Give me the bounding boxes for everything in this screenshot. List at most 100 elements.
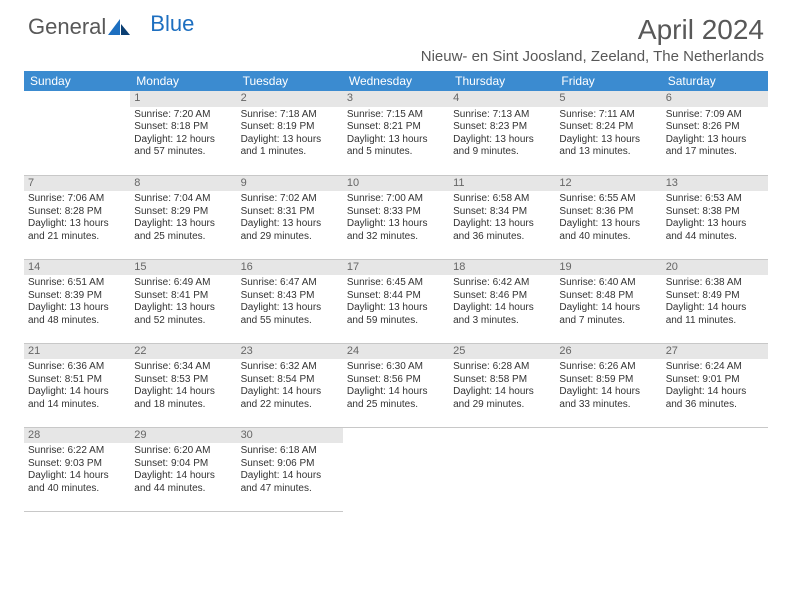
month-title: April 2024 bbox=[421, 14, 764, 46]
sunrise-text: Sunrise: 6:49 AM bbox=[134, 277, 232, 290]
sunrise-text: Sunrise: 6:38 AM bbox=[666, 277, 764, 290]
day-number: 29 bbox=[130, 428, 236, 444]
calendar-day-cell: 20Sunrise: 6:38 AMSunset: 8:49 PMDayligh… bbox=[662, 259, 768, 343]
sunrise-text: Sunrise: 6:18 AM bbox=[241, 445, 339, 458]
sunset-text: Sunset: 8:58 PM bbox=[453, 374, 551, 387]
calendar-day-cell: 19Sunrise: 6:40 AMSunset: 8:48 PMDayligh… bbox=[555, 259, 661, 343]
sunset-text: Sunset: 9:04 PM bbox=[134, 458, 232, 471]
day-number: 13 bbox=[662, 176, 768, 192]
sunset-text: Sunset: 8:28 PM bbox=[28, 206, 126, 219]
sunset-text: Sunset: 8:18 PM bbox=[134, 121, 232, 134]
sunset-text: Sunset: 8:31 PM bbox=[241, 206, 339, 219]
calendar-day-cell: 22Sunrise: 6:34 AMSunset: 8:53 PMDayligh… bbox=[130, 343, 236, 427]
daylight-text: Daylight: 14 hours and 18 minutes. bbox=[134, 386, 232, 411]
logo-sail-icon bbox=[108, 15, 130, 31]
day-number: 3 bbox=[343, 91, 449, 107]
sunset-text: Sunset: 8:43 PM bbox=[241, 290, 339, 303]
sunset-text: Sunset: 8:49 PM bbox=[666, 290, 764, 303]
calendar-day-cell: 15Sunrise: 6:49 AMSunset: 8:41 PMDayligh… bbox=[130, 259, 236, 343]
sunrise-text: Sunrise: 7:04 AM bbox=[134, 193, 232, 206]
day-number: 17 bbox=[343, 260, 449, 276]
sunrise-text: Sunrise: 7:11 AM bbox=[559, 109, 657, 122]
calendar-day-cell: 16Sunrise: 6:47 AMSunset: 8:43 PMDayligh… bbox=[237, 259, 343, 343]
daylight-text: Daylight: 13 hours and 36 minutes. bbox=[453, 218, 551, 243]
day-header: Wednesday bbox=[343, 71, 449, 91]
daylight-text: Daylight: 13 hours and 29 minutes. bbox=[241, 218, 339, 243]
sunset-text: Sunset: 8:21 PM bbox=[347, 121, 445, 134]
sunrise-text: Sunrise: 7:13 AM bbox=[453, 109, 551, 122]
day-number: 25 bbox=[449, 344, 555, 360]
sunrise-text: Sunrise: 6:47 AM bbox=[241, 277, 339, 290]
day-header: Saturday bbox=[662, 71, 768, 91]
sunset-text: Sunset: 8:34 PM bbox=[453, 206, 551, 219]
sunrise-text: Sunrise: 6:36 AM bbox=[28, 361, 126, 374]
daylight-text: Daylight: 12 hours and 57 minutes. bbox=[134, 134, 232, 159]
calendar-day-cell: 14Sunrise: 6:51 AMSunset: 8:39 PMDayligh… bbox=[24, 259, 130, 343]
sunset-text: Sunset: 8:36 PM bbox=[559, 206, 657, 219]
day-number: 19 bbox=[555, 260, 661, 276]
sunrise-text: Sunrise: 6:22 AM bbox=[28, 445, 126, 458]
sunset-text: Sunset: 8:54 PM bbox=[241, 374, 339, 387]
day-number: 27 bbox=[662, 344, 768, 360]
daylight-text: Daylight: 13 hours and 5 minutes. bbox=[347, 134, 445, 159]
calendar-day-cell bbox=[449, 427, 555, 511]
sunrise-text: Sunrise: 6:58 AM bbox=[453, 193, 551, 206]
logo: General Blue bbox=[28, 14, 194, 40]
sunset-text: Sunset: 8:39 PM bbox=[28, 290, 126, 303]
sunrise-text: Sunrise: 6:34 AM bbox=[134, 361, 232, 374]
day-number: 16 bbox=[237, 260, 343, 276]
sunrise-text: Sunrise: 7:18 AM bbox=[241, 109, 339, 122]
calendar-day-cell: 26Sunrise: 6:26 AMSunset: 8:59 PMDayligh… bbox=[555, 343, 661, 427]
daylight-text: Daylight: 14 hours and 47 minutes. bbox=[241, 470, 339, 495]
calendar-week-row: 21Sunrise: 6:36 AMSunset: 8:51 PMDayligh… bbox=[24, 343, 768, 427]
day-number: 5 bbox=[555, 91, 661, 107]
day-header: Sunday bbox=[24, 71, 130, 91]
sunrise-text: Sunrise: 7:15 AM bbox=[347, 109, 445, 122]
calendar-day-cell bbox=[555, 427, 661, 511]
day-number: 28 bbox=[24, 428, 130, 444]
sunset-text: Sunset: 8:59 PM bbox=[559, 374, 657, 387]
day-number: 21 bbox=[24, 344, 130, 360]
day-number: 14 bbox=[24, 260, 130, 276]
calendar-day-cell: 17Sunrise: 6:45 AMSunset: 8:44 PMDayligh… bbox=[343, 259, 449, 343]
daylight-text: Daylight: 13 hours and 21 minutes. bbox=[28, 218, 126, 243]
sunset-text: Sunset: 9:06 PM bbox=[241, 458, 339, 471]
calendar-day-cell: 24Sunrise: 6:30 AMSunset: 8:56 PMDayligh… bbox=[343, 343, 449, 427]
day-number: 30 bbox=[237, 428, 343, 444]
sunset-text: Sunset: 9:01 PM bbox=[666, 374, 764, 387]
sunset-text: Sunset: 8:46 PM bbox=[453, 290, 551, 303]
daylight-text: Daylight: 14 hours and 40 minutes. bbox=[28, 470, 126, 495]
sunrise-text: Sunrise: 6:28 AM bbox=[453, 361, 551, 374]
daylight-text: Daylight: 13 hours and 25 minutes. bbox=[134, 218, 232, 243]
calendar-day-cell: 7Sunrise: 7:06 AMSunset: 8:28 PMDaylight… bbox=[24, 175, 130, 259]
sunset-text: Sunset: 8:26 PM bbox=[666, 121, 764, 134]
calendar-day-cell: 10Sunrise: 7:00 AMSunset: 8:33 PMDayligh… bbox=[343, 175, 449, 259]
sunrise-text: Sunrise: 6:32 AM bbox=[241, 361, 339, 374]
day-number: 9 bbox=[237, 176, 343, 192]
sunrise-text: Sunrise: 7:06 AM bbox=[28, 193, 126, 206]
daylight-text: Daylight: 13 hours and 59 minutes. bbox=[347, 302, 445, 327]
daylight-text: Daylight: 14 hours and 11 minutes. bbox=[666, 302, 764, 327]
sunset-text: Sunset: 8:41 PM bbox=[134, 290, 232, 303]
sunrise-text: Sunrise: 6:24 AM bbox=[666, 361, 764, 374]
daylight-text: Daylight: 14 hours and 44 minutes. bbox=[134, 470, 232, 495]
calendar-day-cell: 13Sunrise: 6:53 AMSunset: 8:38 PMDayligh… bbox=[662, 175, 768, 259]
day-number: 11 bbox=[449, 176, 555, 192]
daylight-text: Daylight: 13 hours and 55 minutes. bbox=[241, 302, 339, 327]
calendar-day-cell: 18Sunrise: 6:42 AMSunset: 8:46 PMDayligh… bbox=[449, 259, 555, 343]
logo-text-blue: Blue bbox=[150, 11, 194, 37]
title-block: April 2024 Nieuw- en Sint Joosland, Zeel… bbox=[421, 14, 764, 65]
calendar-table: SundayMondayTuesdayWednesdayThursdayFrid… bbox=[24, 71, 768, 512]
daylight-text: Daylight: 13 hours and 52 minutes. bbox=[134, 302, 232, 327]
sunset-text: Sunset: 8:24 PM bbox=[559, 121, 657, 134]
calendar-day-cell: 11Sunrise: 6:58 AMSunset: 8:34 PMDayligh… bbox=[449, 175, 555, 259]
sunset-text: Sunset: 9:03 PM bbox=[28, 458, 126, 471]
day-number: 23 bbox=[237, 344, 343, 360]
calendar-day-cell: 2Sunrise: 7:18 AMSunset: 8:19 PMDaylight… bbox=[237, 91, 343, 175]
day-number: 20 bbox=[662, 260, 768, 276]
calendar-day-cell: 25Sunrise: 6:28 AMSunset: 8:58 PMDayligh… bbox=[449, 343, 555, 427]
sunrise-text: Sunrise: 6:26 AM bbox=[559, 361, 657, 374]
sunrise-text: Sunrise: 6:51 AM bbox=[28, 277, 126, 290]
daylight-text: Daylight: 13 hours and 1 minutes. bbox=[241, 134, 339, 159]
day-number: 26 bbox=[555, 344, 661, 360]
